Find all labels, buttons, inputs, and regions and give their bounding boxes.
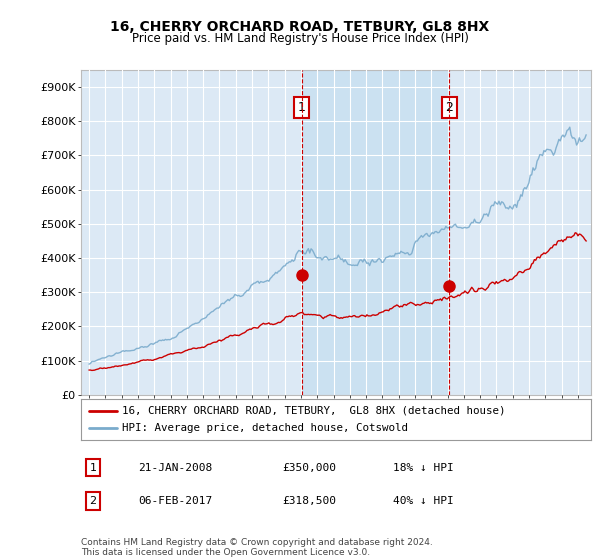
Text: 16, CHERRY ORCHARD ROAD, TETBURY, GL8 8HX: 16, CHERRY ORCHARD ROAD, TETBURY, GL8 8H… (110, 20, 490, 34)
Text: 21-JAN-2008: 21-JAN-2008 (138, 463, 212, 473)
Text: 16, CHERRY ORCHARD ROAD, TETBURY,  GL8 8HX (detached house): 16, CHERRY ORCHARD ROAD, TETBURY, GL8 8H… (122, 405, 505, 416)
Text: Contains HM Land Registry data © Crown copyright and database right 2024.
This d: Contains HM Land Registry data © Crown c… (81, 538, 433, 557)
Text: 2: 2 (445, 101, 453, 114)
Text: £350,000: £350,000 (282, 463, 336, 473)
Text: 18% ↓ HPI: 18% ↓ HPI (393, 463, 454, 473)
Text: HPI: Average price, detached house, Cotswold: HPI: Average price, detached house, Cots… (122, 423, 408, 433)
Bar (302, 70, 449, 395)
Text: 06-FEB-2017: 06-FEB-2017 (138, 496, 212, 506)
Text: Price paid vs. HM Land Registry's House Price Index (HPI): Price paid vs. HM Land Registry's House … (131, 32, 469, 45)
Text: £318,500: £318,500 (282, 496, 336, 506)
Text: 40% ↓ HPI: 40% ↓ HPI (393, 496, 454, 506)
Text: 1: 1 (89, 463, 97, 473)
Text: 2: 2 (89, 496, 97, 506)
Text: 1: 1 (298, 101, 306, 114)
